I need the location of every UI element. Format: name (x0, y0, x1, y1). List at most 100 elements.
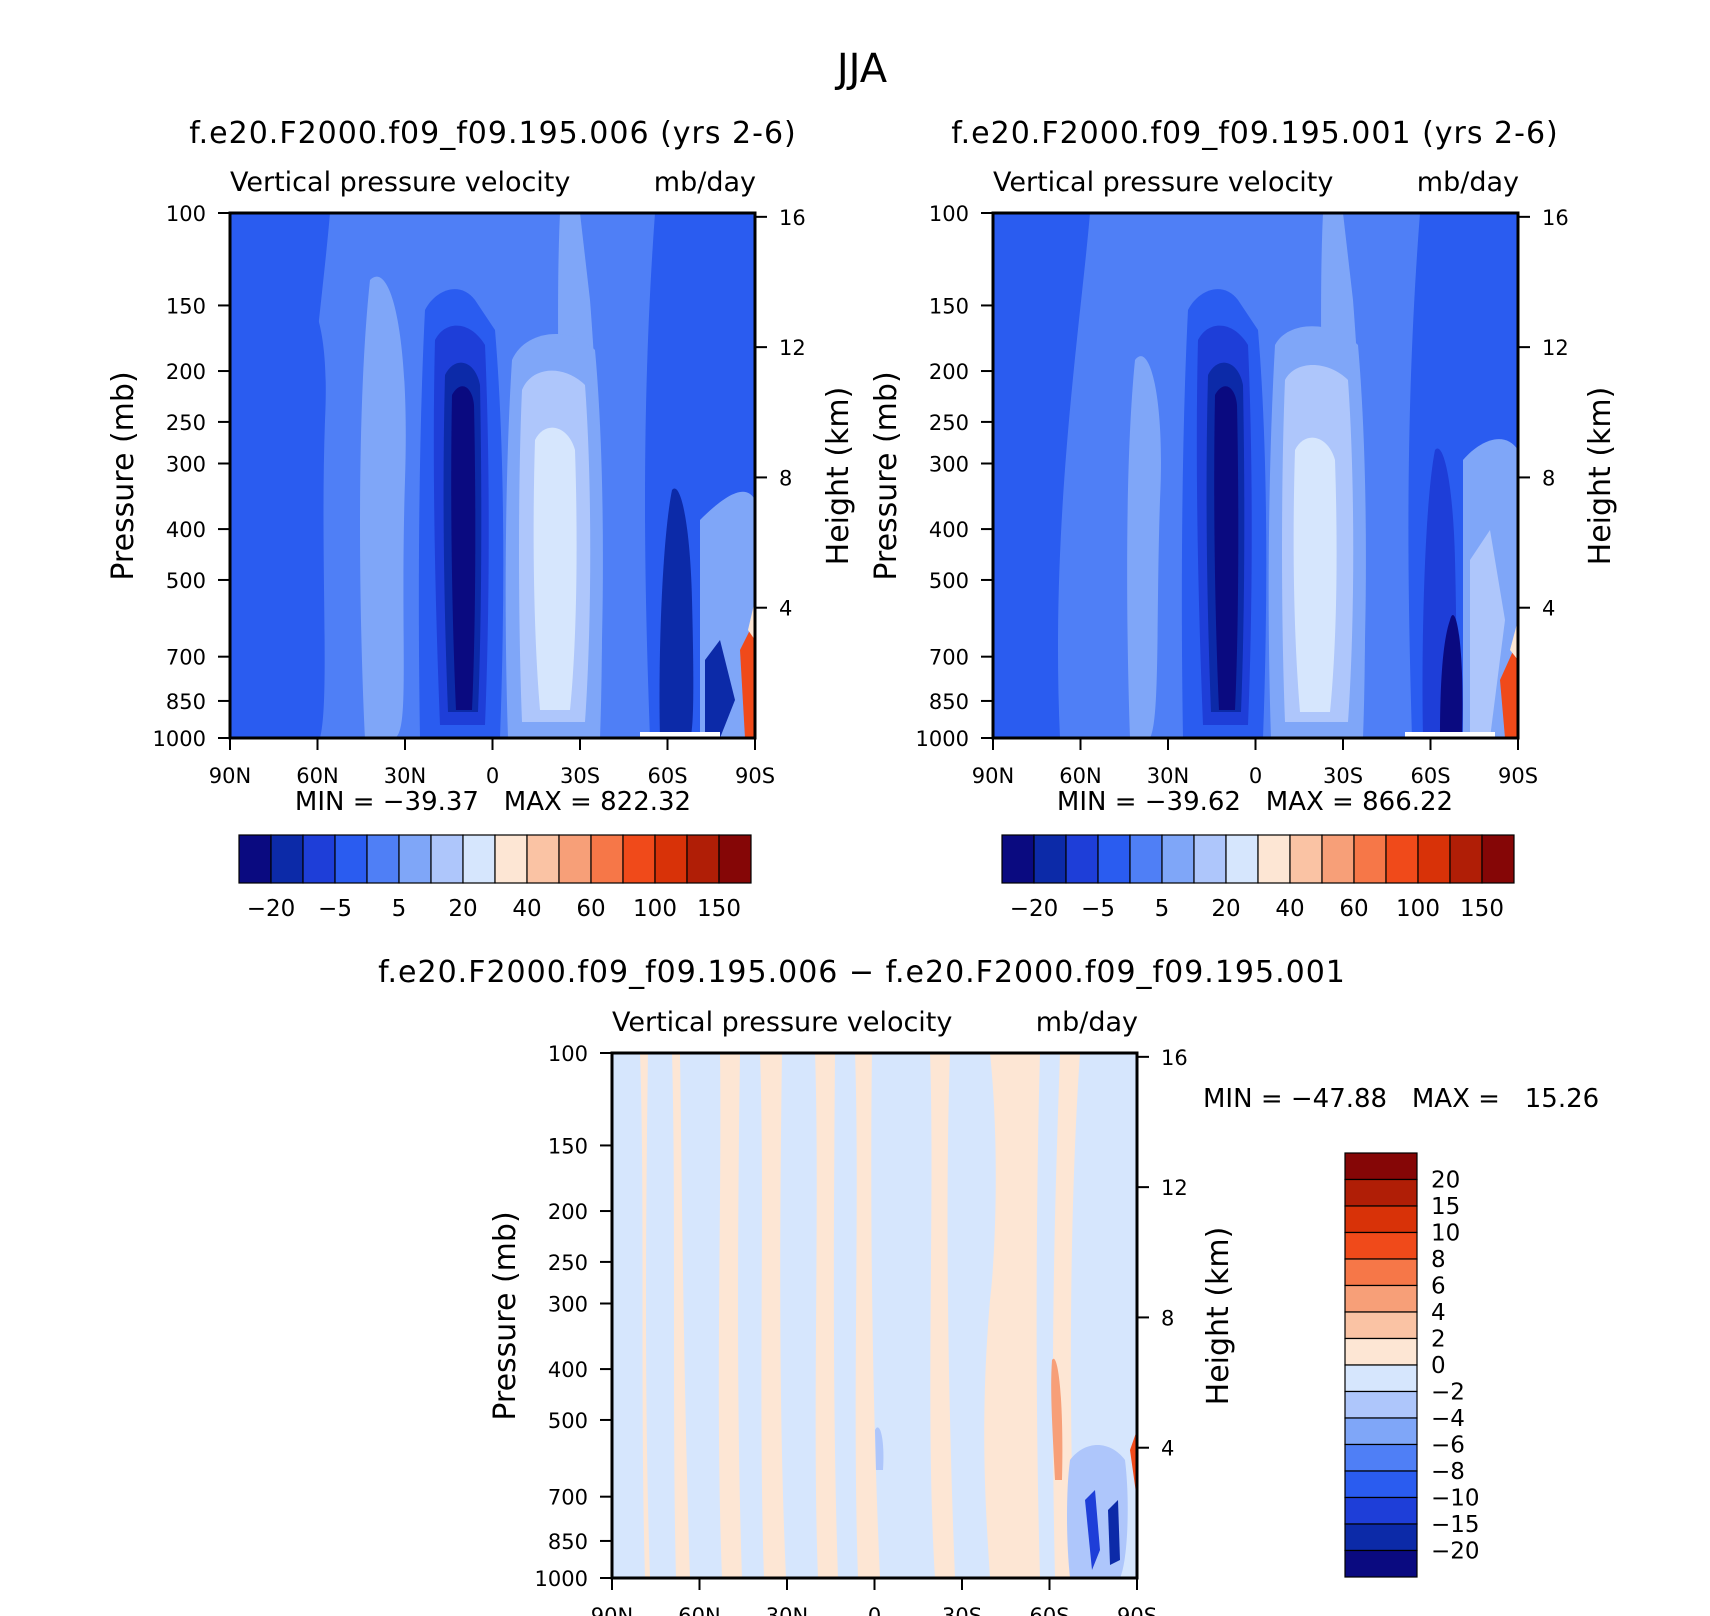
colorbar-label: −10 (1431, 1486, 1480, 1512)
y-tick-label: 150 (166, 294, 206, 318)
x-tick-label: 30N (766, 1604, 808, 1616)
min-max-stats: MIN = −47.88 MAX = 15.26 (1203, 1084, 1599, 1114)
colorbar-box (526, 834, 560, 884)
colorbar-box (1481, 834, 1515, 884)
colorbar: −20 −5 5 20 40 60 100 150 (1001, 834, 1515, 922)
contour-band (748, 600, 755, 640)
y-axis-label: Pressure (mb) (869, 371, 904, 580)
colorbar-label: −5 (1081, 896, 1115, 922)
contour-band (1440, 614, 1463, 738)
colorbar-box (1344, 1311, 1418, 1340)
colorbar-label: −5 (318, 896, 352, 922)
colorbar-box (302, 834, 336, 884)
colorbar-box (1065, 834, 1099, 884)
contour-band (1293, 437, 1337, 712)
colorbar-box (462, 834, 496, 884)
x-tick-label: 0 (1249, 764, 1262, 788)
contour-band (740, 620, 755, 738)
y-tick-label: 1000 (153, 727, 206, 751)
x-tick-label: 30S (1323, 764, 1363, 788)
panel-variable-label: Vertical pressure velocity (612, 1007, 952, 1038)
panel-difference: f.e20.F2000.f09_f09.195.006 − f.e20.F200… (378, 955, 1599, 1616)
x-tick-label: 30S (560, 764, 600, 788)
colorbar-box (654, 834, 688, 884)
colorbar-box (590, 834, 624, 884)
panel-case1: f.e20.F2000.f09_f09.195.006 (yrs 2-6) Ve… (106, 116, 856, 922)
y-tick-label: 850 (166, 690, 206, 714)
colorbar-box (686, 834, 720, 884)
contour-band (1130, 1430, 1137, 1500)
x-tick-label: 0 (868, 1604, 881, 1616)
x-tick-label: 60N (1059, 764, 1101, 788)
contour-band (738, 1053, 764, 1578)
y2-tick-label: 16 (1542, 206, 1569, 230)
y2-tick-label: 16 (1161, 1046, 1188, 1070)
colorbar-label: 20 (1431, 1168, 1460, 1194)
colorbar-label: −4 (1431, 1406, 1465, 1432)
colorbar-label: 4 (1431, 1300, 1446, 1326)
colorbar-label: −6 (1431, 1433, 1465, 1459)
y-axis-left: 100 150 200 250 300 400 500 700 850 1000 (153, 202, 230, 751)
y-tick-label: 500 (166, 569, 206, 593)
colorbar-box (1321, 834, 1355, 884)
min-max-stats: MIN = −39.37 MAX = 822.32 (295, 787, 691, 817)
panel-case2: f.e20.F2000.f09_f09.195.001 (yrs 2-6) Ve… (869, 116, 1618, 922)
y-axis-right: 4 8 12 16 (1518, 206, 1569, 621)
contour-band (1214, 386, 1239, 710)
colorbar-box (1257, 834, 1291, 884)
colorbar-label: 100 (1396, 896, 1440, 922)
x-tick-label: 30N (1147, 764, 1189, 788)
colorbar-box (1344, 1364, 1418, 1393)
contour-band (1470, 530, 1505, 738)
contour-band (1085, 1490, 1100, 1570)
x-tick-label: 90N (591, 1604, 633, 1616)
contour-band (451, 386, 476, 710)
y2-axis-label: Height (km) (1201, 1227, 1236, 1406)
y-tick-label: 700 (166, 646, 206, 670)
x-tick-label: 60S (647, 764, 687, 788)
colorbar-box (1353, 834, 1387, 884)
y-tick-label: 500 (548, 1409, 588, 1433)
y-tick-label: 700 (548, 1486, 588, 1510)
colorbar-box (1344, 1337, 1418, 1366)
y-tick-label: 150 (929, 294, 969, 318)
y-axis-right: 4 8 12 16 (1137, 1046, 1188, 1461)
y-tick-label: 1000 (535, 1567, 588, 1591)
x-tick-label: 60S (1410, 764, 1450, 788)
colorbar-label: 8 (1431, 1247, 1446, 1273)
y2-tick-label: 12 (1161, 1176, 1188, 1200)
colorbar-box (1097, 834, 1131, 884)
colorbar-box (1344, 1152, 1418, 1181)
colorbar-box (366, 834, 400, 884)
colorbar-label: −20 (1010, 896, 1059, 922)
x-tick-label: 90S (1117, 1604, 1157, 1616)
colorbar-label: 100 (633, 896, 677, 922)
colorbar-label: 5 (392, 896, 407, 922)
y2-tick-label: 12 (1542, 336, 1569, 360)
colorbar-label: 10 (1431, 1221, 1460, 1247)
y-tick-label: 200 (929, 360, 969, 384)
y-tick-label: 200 (166, 360, 206, 384)
contour-band (659, 488, 694, 738)
colorbar-label: −15 (1431, 1512, 1480, 1538)
missing-data-strip (640, 732, 720, 738)
colorbar-box (270, 834, 304, 884)
contour-band (1051, 1358, 1063, 1480)
y-tick-label: 250 (548, 1251, 588, 1275)
y-tick-label: 400 (548, 1358, 588, 1382)
y-axis-left: 100 150 200 250 300 400 500 700 850 1000 (916, 202, 993, 751)
x-axis: 90N 60N 30N 0 30S 60S 90S (591, 1578, 1157, 1616)
colorbar-label: 0 (1431, 1353, 1446, 1379)
y-tick-label: 100 (929, 202, 969, 226)
panel-units-label: mb/day (1036, 1007, 1138, 1038)
panel-units-label: mb/day (1417, 167, 1519, 198)
colorbar-box (334, 834, 368, 884)
colorbar-box (718, 834, 752, 884)
figure-title: JJA (834, 46, 888, 92)
panel-variable-label: Vertical pressure velocity (230, 167, 570, 198)
y2-tick-label: 4 (1542, 597, 1555, 621)
colorbar-box (238, 834, 272, 884)
y-tick-label: 250 (929, 411, 969, 435)
